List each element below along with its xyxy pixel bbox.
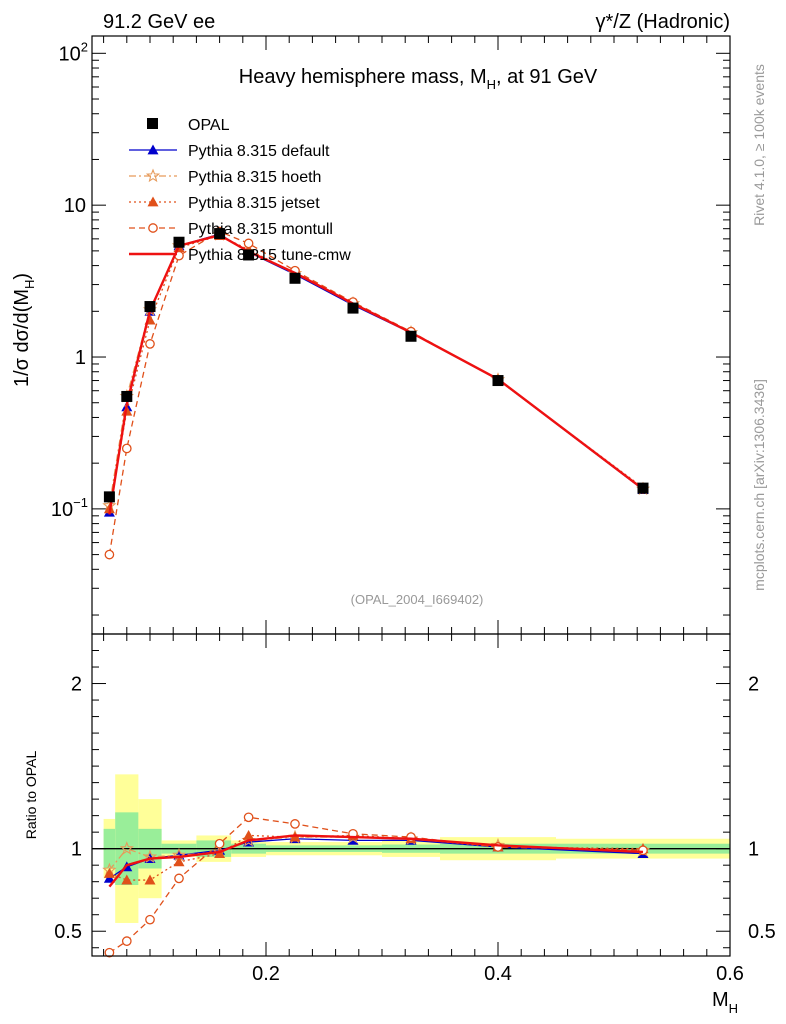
ratio-tick-label: 1: [71, 839, 82, 861]
y-tick-label: 10: [64, 195, 86, 217]
ratio-1-point: [119, 841, 134, 855]
legend: OPAL Pythia 8.315 default Pythia 8.315 ho…: [129, 117, 351, 264]
ratio-y-axis-label: Ratio to OPAL: [23, 751, 39, 840]
ratio-line-4: [108, 834, 644, 888]
series-line-4: [108, 233, 644, 515]
series-line-3: [108, 230, 644, 555]
ratio-tick-label: 2: [71, 674, 82, 696]
series-line-1: [108, 233, 644, 506]
y-tick-label: 102: [59, 39, 88, 65]
data-point: [103, 491, 115, 503]
header-right: γ*/Z (Hadronic): [596, 11, 730, 33]
data-point: [144, 301, 156, 313]
legend-label-4: Pythia 8.315 tune-cmw: [188, 247, 351, 264]
y-axis-label: 1/σ dσ/d(MH): [11, 273, 37, 387]
series-3-point: [104, 549, 115, 560]
ratio-3-point: [145, 914, 155, 925]
main-panel: 10−1 1 10 102 Heavy hemisphere mass, MH, at…: [51, 35, 731, 635]
x-tick-label: 0.4: [484, 963, 512, 985]
ratio-2-point: [243, 829, 255, 840]
x-axis-label: MH: [712, 989, 738, 1016]
ratio-panel: 0.5 0.5 1 1 2 2 0.2 0.4 0.6: [54, 633, 776, 985]
side-label-mcplots: mcplots.cern.ch [arXiv:1306.3436]: [751, 379, 767, 591]
ratio-tick-label-right: 0.5: [748, 921, 776, 943]
main-data-points: [103, 228, 649, 503]
ratio-3-point: [174, 873, 184, 884]
main-ticks: 10−1 1 10 102: [51, 36, 731, 634]
side-label-rivet: Rivet 4.1.0, ≥ 100k events: [751, 64, 767, 226]
series-3-point: [121, 443, 132, 454]
legend-label-0: Pythia 8.315 default: [188, 143, 330, 160]
ratio-3-point: [214, 838, 225, 849]
series-3-point: [243, 238, 254, 249]
ratio-frame: [91, 633, 731, 957]
data-point: [214, 228, 226, 240]
ratio-3-point: [104, 947, 115, 958]
data-point: [637, 482, 649, 494]
header-left: 91.2 GeV ee: [103, 11, 215, 33]
ratio-3-point: [290, 819, 300, 829]
ratio-tick-label: 0.5: [54, 921, 82, 943]
legend-marker-1: [145, 168, 161, 183]
chart-title: Heavy hemisphere mass, MH, at 91 GeV: [239, 66, 598, 92]
ratio-series-lines: [102, 812, 651, 958]
legend-marker-opal: [147, 118, 158, 129]
y-tick-label: 10−1: [51, 495, 88, 521]
ratio-3-point: [638, 845, 648, 856]
ratio-2-point: [103, 867, 115, 878]
ratio-2-point: [121, 874, 133, 885]
ratio-uncertainty-bands: [92, 774, 730, 923]
legend-marker-2: [147, 196, 159, 207]
series-line-0: [108, 233, 644, 513]
legend-marker-3: [148, 223, 158, 233]
data-point: [173, 236, 185, 248]
ratio-3-point: [243, 812, 254, 823]
ratio-2-point: [144, 874, 156, 885]
x-tick-label: 0.6: [716, 963, 744, 985]
legend-marker-0: [147, 144, 159, 155]
ratio-ticks: 0.5 0.5 1 1 2 2 0.2 0.4 0.6: [54, 634, 776, 985]
ratio-0-point: [103, 872, 115, 883]
series-line-2: [108, 234, 644, 509]
y-tick-label: 1: [75, 347, 86, 369]
legend-label-3: Pythia 8.315 montull: [188, 221, 333, 238]
ratio-tick-label-right: 1: [748, 839, 759, 861]
series-3-point: [145, 339, 155, 349]
data-point: [121, 390, 133, 402]
data-point: [243, 249, 255, 261]
data-point: [347, 302, 359, 314]
data-point: [492, 375, 504, 387]
ratio-tick-label-right: 2: [748, 674, 759, 696]
watermark: (OPAL_2004_I669402): [351, 592, 484, 607]
x-tick-label: 0.2: [252, 963, 280, 985]
main-series-lines: [102, 226, 651, 560]
data-point: [289, 272, 301, 284]
ratio-3-point: [121, 936, 132, 946]
legend-label-opal: OPAL: [188, 117, 230, 134]
legend-label-1: Pythia 8.315 hoeth: [188, 169, 321, 186]
ratio-2-point: [173, 856, 185, 867]
data-point: [405, 330, 417, 342]
legend-label-2: Pythia 8.315 jetset: [188, 195, 320, 212]
